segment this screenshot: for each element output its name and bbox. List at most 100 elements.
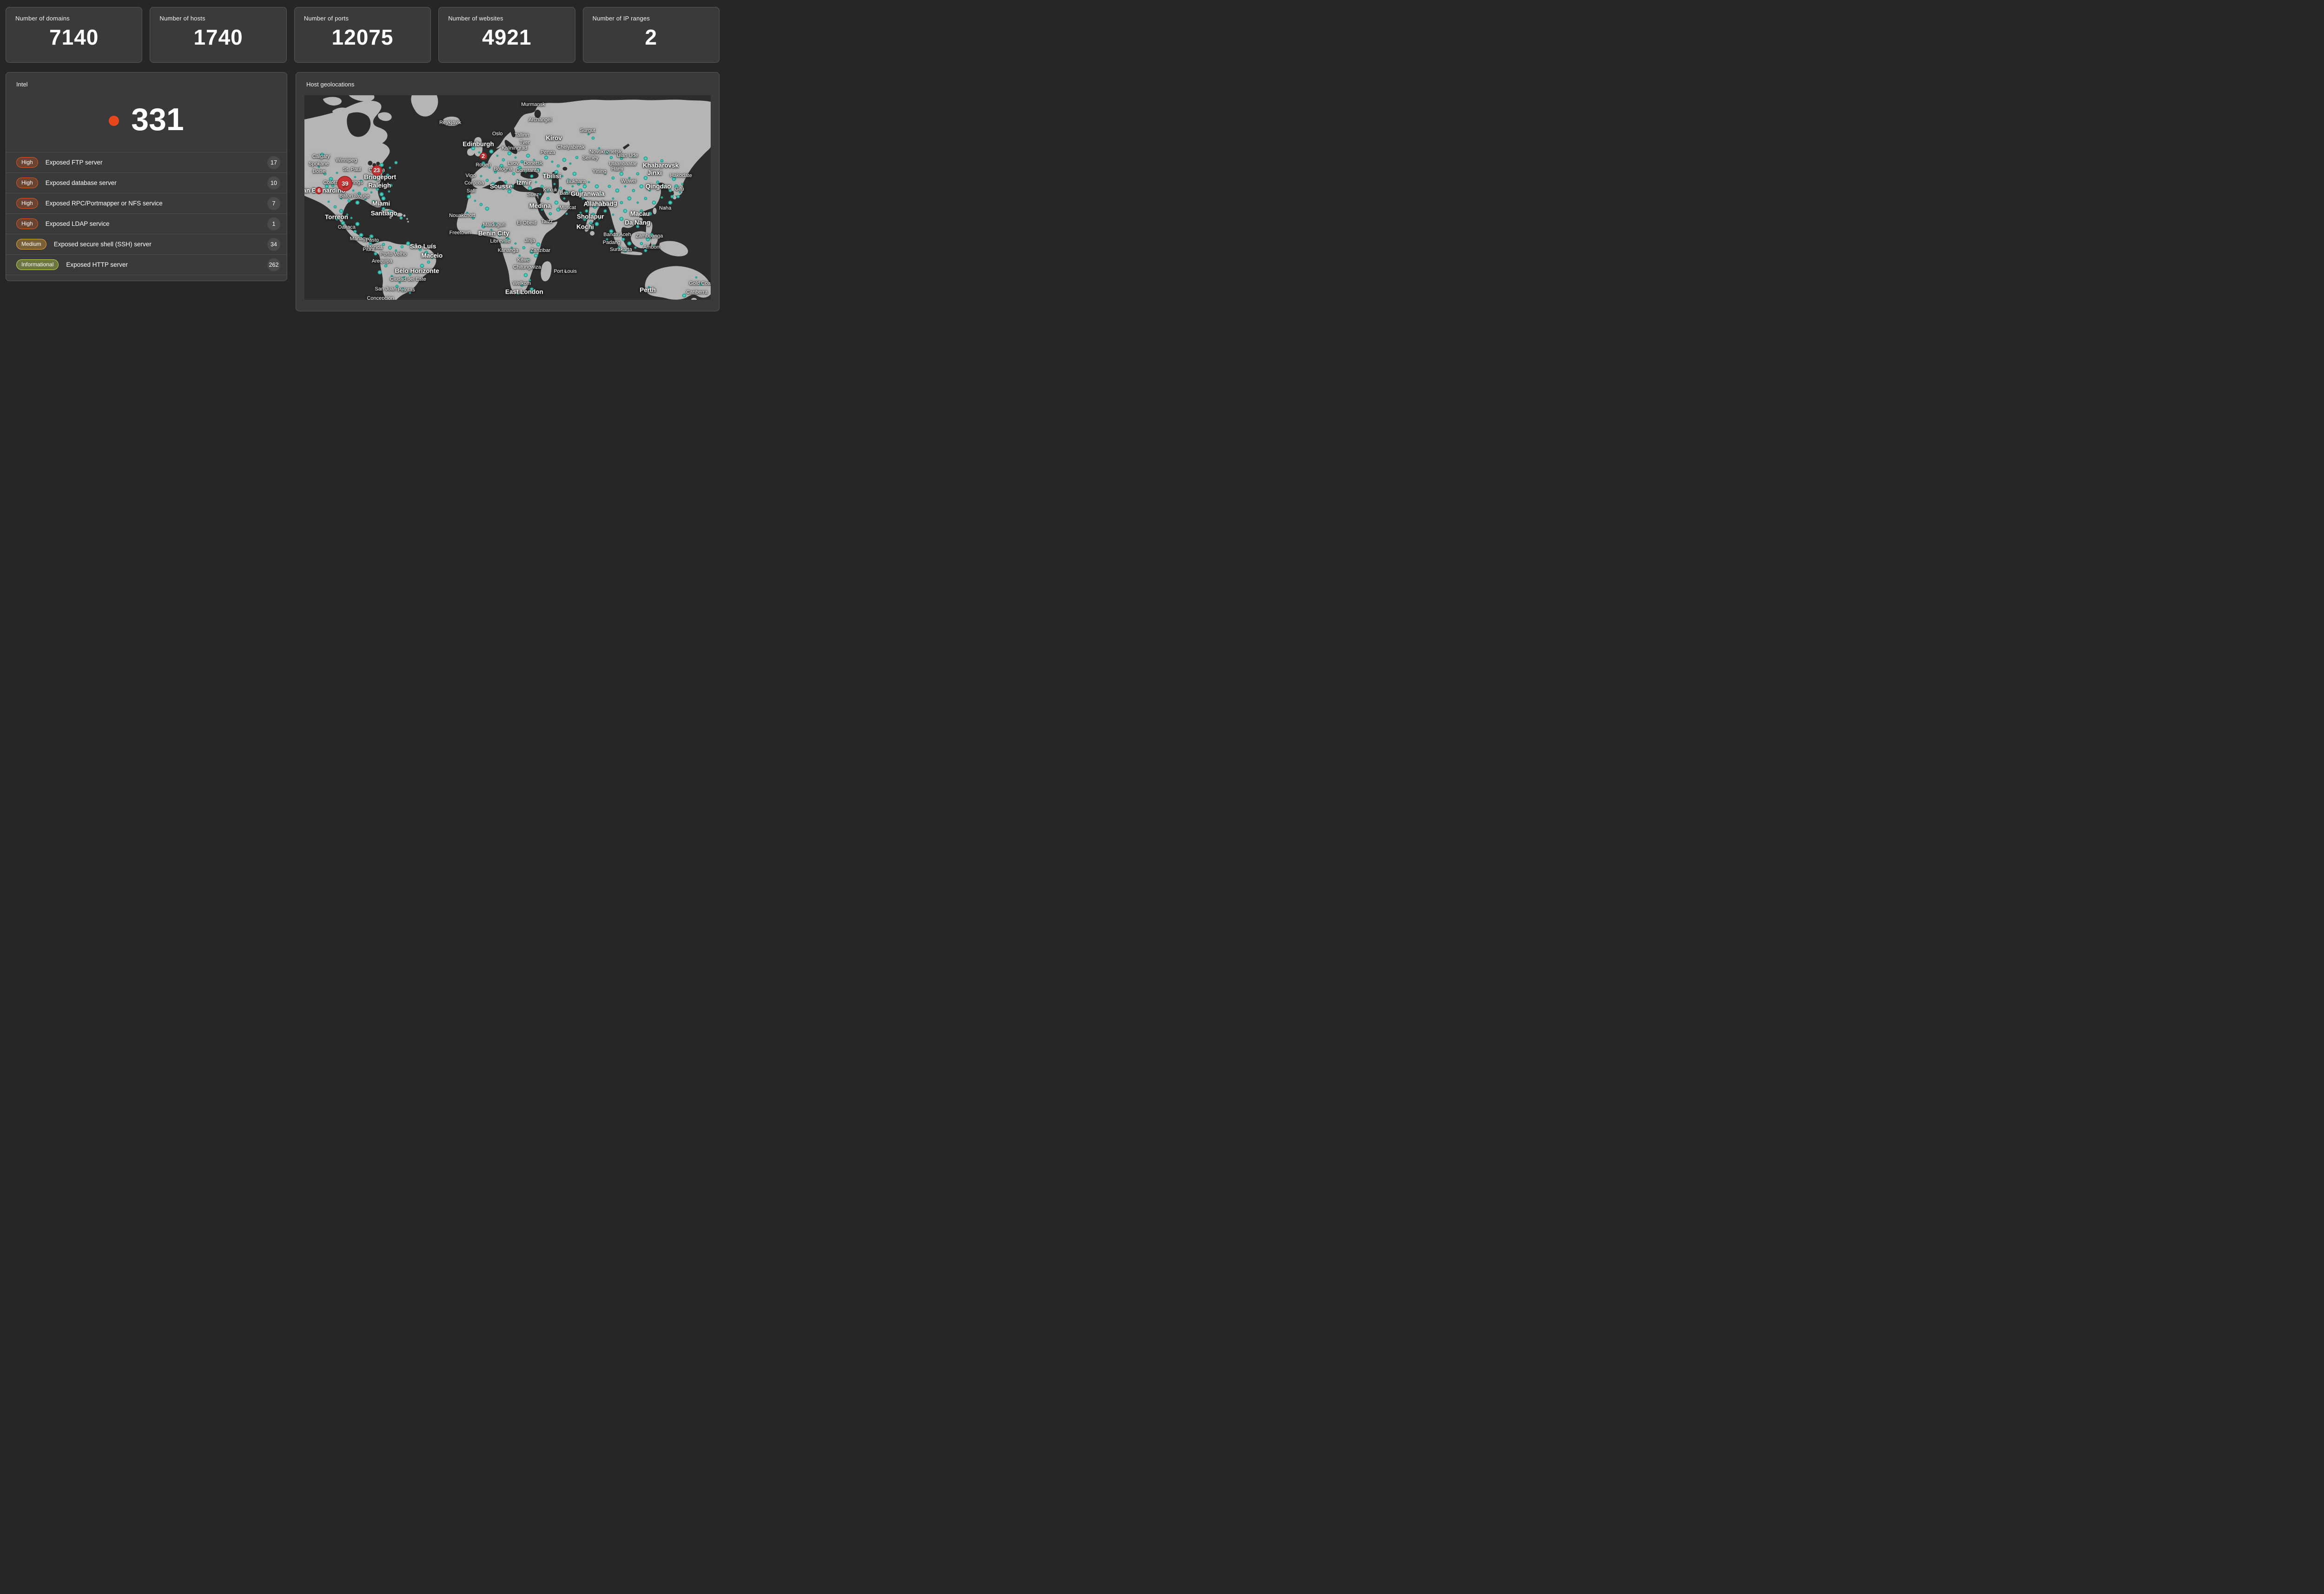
map-host-dot[interactable]	[554, 200, 559, 205]
map-host-dot[interactable]	[359, 233, 363, 237]
map-host-dot[interactable]	[395, 249, 397, 252]
map-host-dot[interactable]	[340, 197, 343, 200]
map-host-dot[interactable]	[512, 172, 515, 176]
map-host-dot[interactable]	[526, 258, 530, 262]
map-host-dot[interactable]	[636, 172, 640, 176]
map-host-dot[interactable]	[535, 181, 537, 184]
map-host-dot[interactable]	[336, 171, 338, 174]
map-host-dot[interactable]	[494, 222, 497, 226]
map-host-dot[interactable]	[481, 161, 486, 166]
map-host-dot[interactable]	[480, 175, 482, 178]
map-host-dot[interactable]	[510, 246, 513, 249]
map-host-dot[interactable]	[587, 133, 590, 136]
map-host-dot[interactable]	[536, 242, 541, 247]
map-host-dot[interactable]	[571, 185, 574, 188]
map-host-dot[interactable]	[490, 229, 493, 231]
map-host-dot[interactable]	[514, 156, 517, 159]
map-host-dot[interactable]	[355, 222, 360, 226]
map-host-dot[interactable]	[653, 244, 655, 247]
map-host-dot[interactable]	[471, 146, 475, 151]
map-host-dot[interactable]	[474, 199, 476, 202]
map-host-dot[interactable]	[471, 216, 475, 220]
map-host-dot[interactable]	[517, 165, 522, 170]
map-host-dot[interactable]	[529, 287, 534, 292]
map-host-dot[interactable]	[528, 279, 531, 282]
map-host-dot[interactable]	[589, 221, 593, 225]
map-host-dot[interactable]	[377, 270, 382, 275]
map-host-dot[interactable]	[543, 172, 546, 175]
map-host-dot[interactable]	[636, 201, 639, 204]
intel-finding-row[interactable]: Informational Exposed HTTP server 262	[6, 254, 287, 275]
map-host-dot[interactable]	[563, 197, 566, 200]
map-host-dot[interactable]	[591, 212, 595, 217]
intel-finding-row[interactable]: High Exposed LDAP service 1	[6, 213, 287, 234]
map-host-dot[interactable]	[418, 248, 422, 251]
map-host-dot[interactable]	[605, 150, 609, 155]
map-host-dot[interactable]	[539, 193, 541, 196]
map-host-dot[interactable]	[357, 191, 361, 195]
map-host-dot[interactable]	[424, 250, 429, 255]
map-host-dot[interactable]	[591, 136, 595, 140]
map-host-dot[interactable]	[363, 187, 368, 191]
map-host-dot[interactable]	[644, 197, 647, 200]
map-host-dot[interactable]	[327, 200, 330, 203]
map-cluster-marker[interactable]: 2	[479, 152, 487, 160]
map-host-dot[interactable]	[374, 177, 377, 181]
map-host-dot[interactable]	[569, 162, 572, 165]
map-host-dot[interactable]	[491, 182, 495, 186]
map-host-dot[interactable]	[350, 217, 352, 219]
intel-finding-row[interactable]: High Exposed RPC/Portmapper or NFS servi…	[6, 193, 287, 213]
map-host-dot[interactable]	[609, 229, 614, 234]
map-host-dot[interactable]	[329, 177, 333, 181]
map-host-dot[interactable]	[656, 180, 660, 184]
map-host-dot[interactable]	[546, 188, 550, 193]
map-host-dot[interactable]	[632, 189, 635, 192]
map-host-dot[interactable]	[577, 182, 581, 186]
map-host-dot[interactable]	[623, 248, 627, 253]
map-host-dot[interactable]	[522, 246, 526, 250]
map-host-dot[interactable]	[354, 176, 357, 178]
map-host-dot[interactable]	[554, 170, 559, 174]
map-host-dot[interactable]	[643, 176, 648, 180]
map-host-dot[interactable]	[581, 197, 584, 200]
map-host-dot[interactable]	[382, 243, 385, 246]
map-host-dot[interactable]	[526, 153, 530, 158]
map-host-dot[interactable]	[578, 188, 583, 193]
map-host-dot[interactable]	[676, 195, 680, 198]
map-cluster-marker[interactable]: 39	[337, 176, 353, 191]
map-host-dot[interactable]	[485, 178, 489, 182]
map-host-dot[interactable]	[619, 171, 624, 176]
intel-finding-row[interactable]: High Exposed FTP server 17	[6, 152, 287, 172]
map-cluster-marker[interactable]: 6	[315, 187, 323, 195]
map-host-dot[interactable]	[620, 201, 623, 204]
map-host-dot[interactable]	[590, 226, 594, 230]
map-host-dot[interactable]	[382, 207, 385, 211]
map-host-dot[interactable]	[682, 293, 687, 298]
map-host-dot[interactable]	[382, 171, 384, 173]
map-host-dot[interactable]	[353, 230, 357, 233]
map-cluster-marker[interactable]: 23	[371, 165, 383, 176]
map-host-dot[interactable]	[640, 242, 643, 245]
map-host-dot[interactable]	[337, 190, 340, 193]
map-host-dot[interactable]	[627, 241, 632, 246]
map-host-dot[interactable]	[507, 151, 512, 156]
map-host-dot[interactable]	[399, 216, 403, 220]
map-host-dot[interactable]	[575, 156, 579, 159]
map-host-dot[interactable]	[559, 186, 562, 190]
map-host-dot[interactable]	[556, 164, 560, 168]
map-host-dot[interactable]	[643, 156, 648, 161]
map-host-dot[interactable]	[556, 207, 561, 212]
map-host-dot[interactable]	[567, 178, 570, 182]
map-host-dot[interactable]	[606, 238, 608, 241]
map-host-dot[interactable]	[509, 184, 514, 189]
map-host-dot[interactable]	[324, 184, 329, 189]
map-host-dot[interactable]	[406, 241, 410, 246]
map-host-dot[interactable]	[524, 171, 527, 173]
map-host-dot[interactable]	[593, 204, 597, 209]
map-host-dot[interactable]	[533, 158, 535, 161]
map-host-dot[interactable]	[514, 242, 517, 245]
map-host-dot[interactable]	[647, 211, 652, 216]
map-host-dot[interactable]	[612, 197, 614, 200]
map-host-dot[interactable]	[594, 184, 599, 189]
map-host-dot[interactable]	[384, 264, 388, 268]
